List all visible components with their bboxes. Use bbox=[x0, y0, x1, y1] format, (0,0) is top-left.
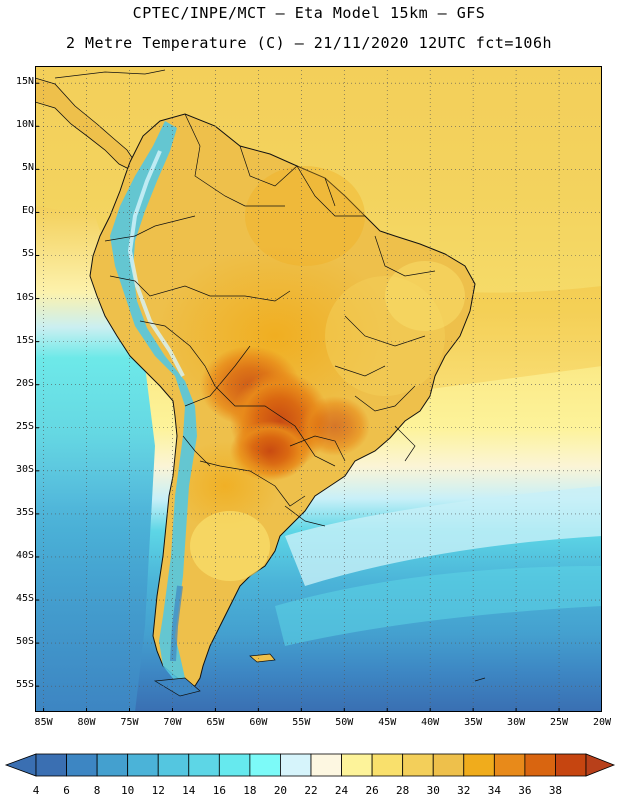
lon-label: 65W bbox=[206, 717, 225, 728]
caribbean-coast bbox=[54, 69, 166, 79]
colorbar-label: 26 bbox=[365, 784, 379, 797]
colorbar-under-arrow bbox=[4, 753, 37, 777]
colorbar-label: 12 bbox=[151, 784, 165, 797]
lat-label: 40S bbox=[15, 549, 34, 561]
colorbar-cell bbox=[341, 753, 373, 777]
colorbar-cell bbox=[463, 753, 495, 777]
colorbar-label: 18 bbox=[243, 784, 257, 797]
colorbar-label: 38 bbox=[548, 784, 563, 797]
lat-label: 10N bbox=[15, 119, 34, 131]
colorbar-cell bbox=[524, 753, 556, 777]
colorbar-label: 36 bbox=[518, 784, 532, 797]
colorbar-label: 10 bbox=[121, 784, 135, 797]
patagonia-cold bbox=[170, 585, 183, 662]
atlantic-cold-band bbox=[275, 566, 602, 646]
lat-lon-grid bbox=[35, 66, 602, 712]
tierra-del-fuego bbox=[153, 677, 201, 697]
colorbar-label: 6 bbox=[63, 784, 70, 797]
atlantic-cool-band bbox=[285, 486, 602, 586]
andes-high-peaks bbox=[127, 150, 185, 377]
temperature-map bbox=[35, 66, 602, 712]
axis-ticks bbox=[35, 82, 602, 712]
lat-label: 55S bbox=[15, 679, 34, 691]
lon-label: 40W bbox=[421, 717, 440, 728]
lon-label: 60W bbox=[249, 717, 268, 728]
falkland-islands bbox=[249, 653, 276, 663]
country-borders bbox=[104, 113, 436, 527]
lat-label: 15S bbox=[15, 334, 34, 346]
colorbar bbox=[4, 753, 616, 777]
colorbar-label: 4 bbox=[32, 784, 40, 797]
lat-label: EQ bbox=[21, 205, 34, 217]
lat-label: 10S bbox=[15, 291, 34, 303]
lon-label: 75W bbox=[120, 717, 139, 728]
colorbar-cell bbox=[35, 753, 67, 777]
colorbar-cell bbox=[188, 753, 220, 777]
lon-label: 70W bbox=[163, 717, 182, 728]
lat-label: 5S bbox=[21, 248, 34, 260]
title-line-2: 2 Metre Temperature (C) – 21/11/2020 12U… bbox=[65, 34, 553, 52]
colorbar-cell bbox=[127, 753, 159, 777]
colorbar-cell bbox=[280, 753, 312, 777]
colorbar-cell bbox=[371, 753, 404, 777]
south-georgia bbox=[474, 677, 486, 682]
colorbar-cell bbox=[555, 753, 587, 777]
lon-label: 20W bbox=[592, 717, 612, 728]
lon-label: 35W bbox=[464, 717, 483, 728]
lat-label: 30S bbox=[15, 463, 34, 475]
colorbar-cell bbox=[249, 753, 281, 777]
lat-label: 50S bbox=[15, 636, 34, 648]
lon-label: 85W bbox=[34, 717, 53, 728]
lat-label: 35S bbox=[15, 506, 34, 518]
lon-label: 30W bbox=[507, 717, 526, 728]
lat-label: 20S bbox=[15, 377, 34, 389]
colorbar-label: 24 bbox=[334, 784, 349, 797]
map-frame bbox=[35, 66, 602, 712]
colorbar-cell bbox=[493, 753, 526, 777]
lat-label: 15N bbox=[15, 76, 34, 88]
lat-label: 25S bbox=[15, 420, 34, 432]
colorbar-cell bbox=[96, 753, 129, 777]
lon-label: 55W bbox=[292, 717, 311, 728]
colorbar-cell bbox=[432, 753, 465, 777]
colorbar-label: 30 bbox=[426, 784, 440, 797]
colorbar-label: 16 bbox=[212, 784, 226, 797]
colorbar-cell bbox=[218, 753, 251, 777]
colorbar-cell bbox=[402, 753, 434, 777]
title-line-1: CPTEC/INPE/MCT – Eta Model 15km – GFS bbox=[132, 4, 486, 22]
lat-label: 5N bbox=[21, 162, 34, 174]
colorbar-cell bbox=[310, 753, 342, 777]
colorbar-label: 20 bbox=[273, 784, 288, 797]
lat-label: 45S bbox=[15, 593, 34, 605]
colorbar-label: 8 bbox=[93, 784, 101, 797]
colorbar-label: 14 bbox=[182, 784, 196, 797]
lon-label: 45W bbox=[378, 717, 397, 728]
lon-label: 25W bbox=[550, 717, 569, 728]
lon-label: 80W bbox=[77, 717, 96, 728]
colorbar-label: 22 bbox=[304, 784, 318, 797]
colorbar-cell bbox=[66, 753, 98, 777]
colorbar-over-arrow bbox=[585, 753, 616, 777]
colorbar-cell bbox=[157, 753, 190, 777]
colorbar-label: 34 bbox=[487, 784, 501, 797]
lon-label: 50W bbox=[335, 717, 354, 728]
colorbar-label: 32 bbox=[457, 784, 471, 797]
land-temperature-shading bbox=[155, 166, 465, 581]
colorbar-label: 28 bbox=[396, 784, 410, 797]
